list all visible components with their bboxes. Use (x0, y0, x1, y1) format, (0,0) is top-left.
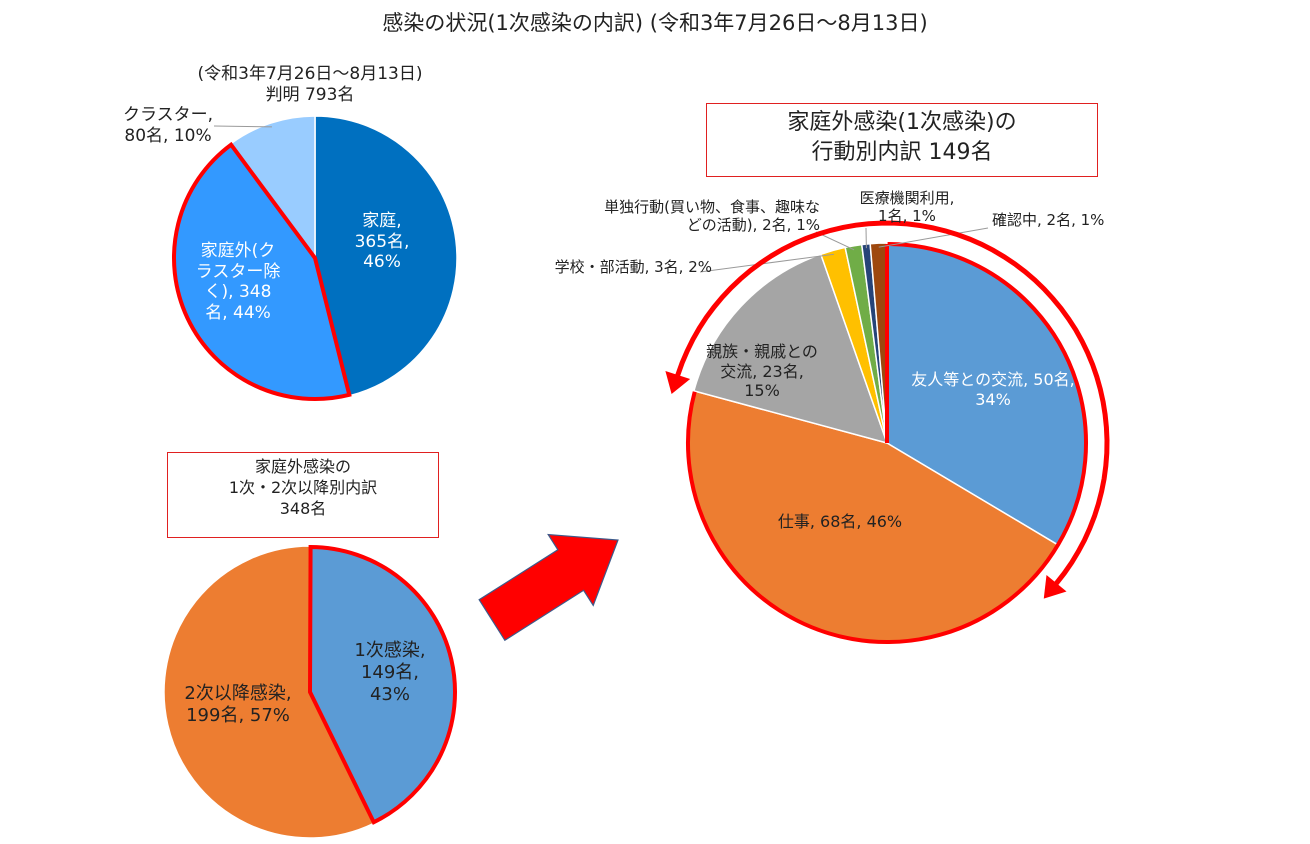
label-line: 46% (363, 252, 401, 273)
label-line: クラスター, (122, 105, 214, 125)
pie3-label-solo: 単独行動(買い物、食事、趣味な どの活動), 2名, 1% (560, 198, 820, 235)
box-line: 348名 (279, 498, 327, 518)
pie3-slice-7 (869, 242, 888, 444)
pie3-title-box: 家庭外感染(1次感染)の 行動別内訳 149名 (706, 103, 1098, 177)
cycle-arrowhead-top (1043, 574, 1067, 599)
label-line: 家庭外(ク (200, 241, 276, 261)
pie2-highlight-outline (307, 544, 457, 825)
label-line: 名, 44% (205, 303, 271, 324)
pie1-label-cluster: クラスター, 80名, 10% (108, 105, 228, 146)
pie1-title-line: 判明 793名 (265, 85, 355, 106)
label-line: 医療機関利用, (859, 189, 955, 207)
label-line: 交流, 23名, (720, 361, 804, 381)
pie1-label-outside: 家庭外(ク ラスター除 く), 348 名, 44% (183, 241, 293, 324)
label-line: 親族・親戚との (706, 342, 818, 361)
pie2-slice-2 (163, 545, 375, 839)
box-line: 行動別内訳 149名 (811, 139, 993, 165)
box-line: 家庭外感染(1次感染)の (787, 110, 1017, 135)
pie2-label-primary: 1次感染, 149名, 43% (340, 640, 440, 706)
label-line: 1名, 1% (878, 207, 936, 226)
cycle-arrow-arc (675, 220, 1110, 586)
label-line: ラスター除 (195, 261, 281, 282)
pie3-leader-4 (878, 227, 989, 248)
label-line: 仕事, 68名, 46% (777, 512, 903, 531)
pie3-slice-3 (692, 253, 889, 445)
pie3-label-school: 学校・部活動, 3名, 2% (532, 258, 712, 276)
pie1-slice-1 (314, 115, 458, 397)
pie3-leader-1 (699, 253, 835, 273)
label-line: 15% (744, 381, 780, 401)
label-line: 単独行動(買い物、食事、趣味な (604, 198, 820, 216)
pie1-slice-3 (229, 115, 316, 261)
box-line: 1次・2次以降別内訳 (228, 477, 378, 497)
pie1-title-line: (令和3年7月26日～8月13日) (197, 64, 423, 84)
label-line: 80名, 10% (124, 125, 212, 146)
pie3-label-checking: 確認中, 2名, 1% (992, 211, 1132, 229)
label-line: 34% (975, 389, 1011, 409)
pie3-label-work: 仕事, 68名, 46% (760, 512, 920, 532)
pie2-title-box: 家庭外感染の 1次・2次以降別内訳 348名 (167, 452, 439, 538)
label-line: 199名, 57% (186, 704, 290, 726)
page-title: 感染の状況(1次感染の内訳) (令和3年7月26日～8月13日) (382, 11, 928, 35)
label-line: 43% (369, 683, 410, 705)
label-line: 365名, (354, 231, 410, 252)
cycle-arrowhead-right (665, 370, 691, 395)
pie1-cluster-leader (213, 125, 272, 128)
pie1-title: (令和3年7月26日～8月13日) 判明 793名 (160, 64, 460, 107)
label-line: 家庭, (362, 211, 402, 231)
label-line: 確認中, 2名, 1% (992, 211, 1105, 229)
label-line: どの活動), 2名, 1% (686, 216, 820, 235)
pie3-highlight-outline (686, 242, 1088, 644)
label-line: 2次以降感染, (184, 683, 292, 704)
box-line: 家庭外感染の (254, 457, 351, 476)
label-line: く), 348 (204, 282, 272, 303)
pie2-label-secondary: 2次以降感染, 199名, 57% (168, 683, 308, 727)
pie3-label-medical: 医療機関利用, 1名, 1% (852, 189, 962, 226)
label-line: 友人等との交流, 50名, (911, 370, 1075, 389)
transition-arrow (478, 533, 619, 642)
pie3-label-relatives: 親族・親戚との 交流, 23名, 15% (700, 342, 824, 401)
label-line: 1次感染, (354, 640, 426, 661)
label-line: 149名, (360, 661, 420, 683)
pie1-label-home: 家庭, 365名, 46% (337, 211, 427, 273)
label-line: 学校・部活動, 3名, 2% (554, 258, 712, 276)
pie3-label-friends: 友人等との交流, 50名, 34% (898, 370, 1088, 409)
pie1-highlight-outline (172, 141, 352, 401)
